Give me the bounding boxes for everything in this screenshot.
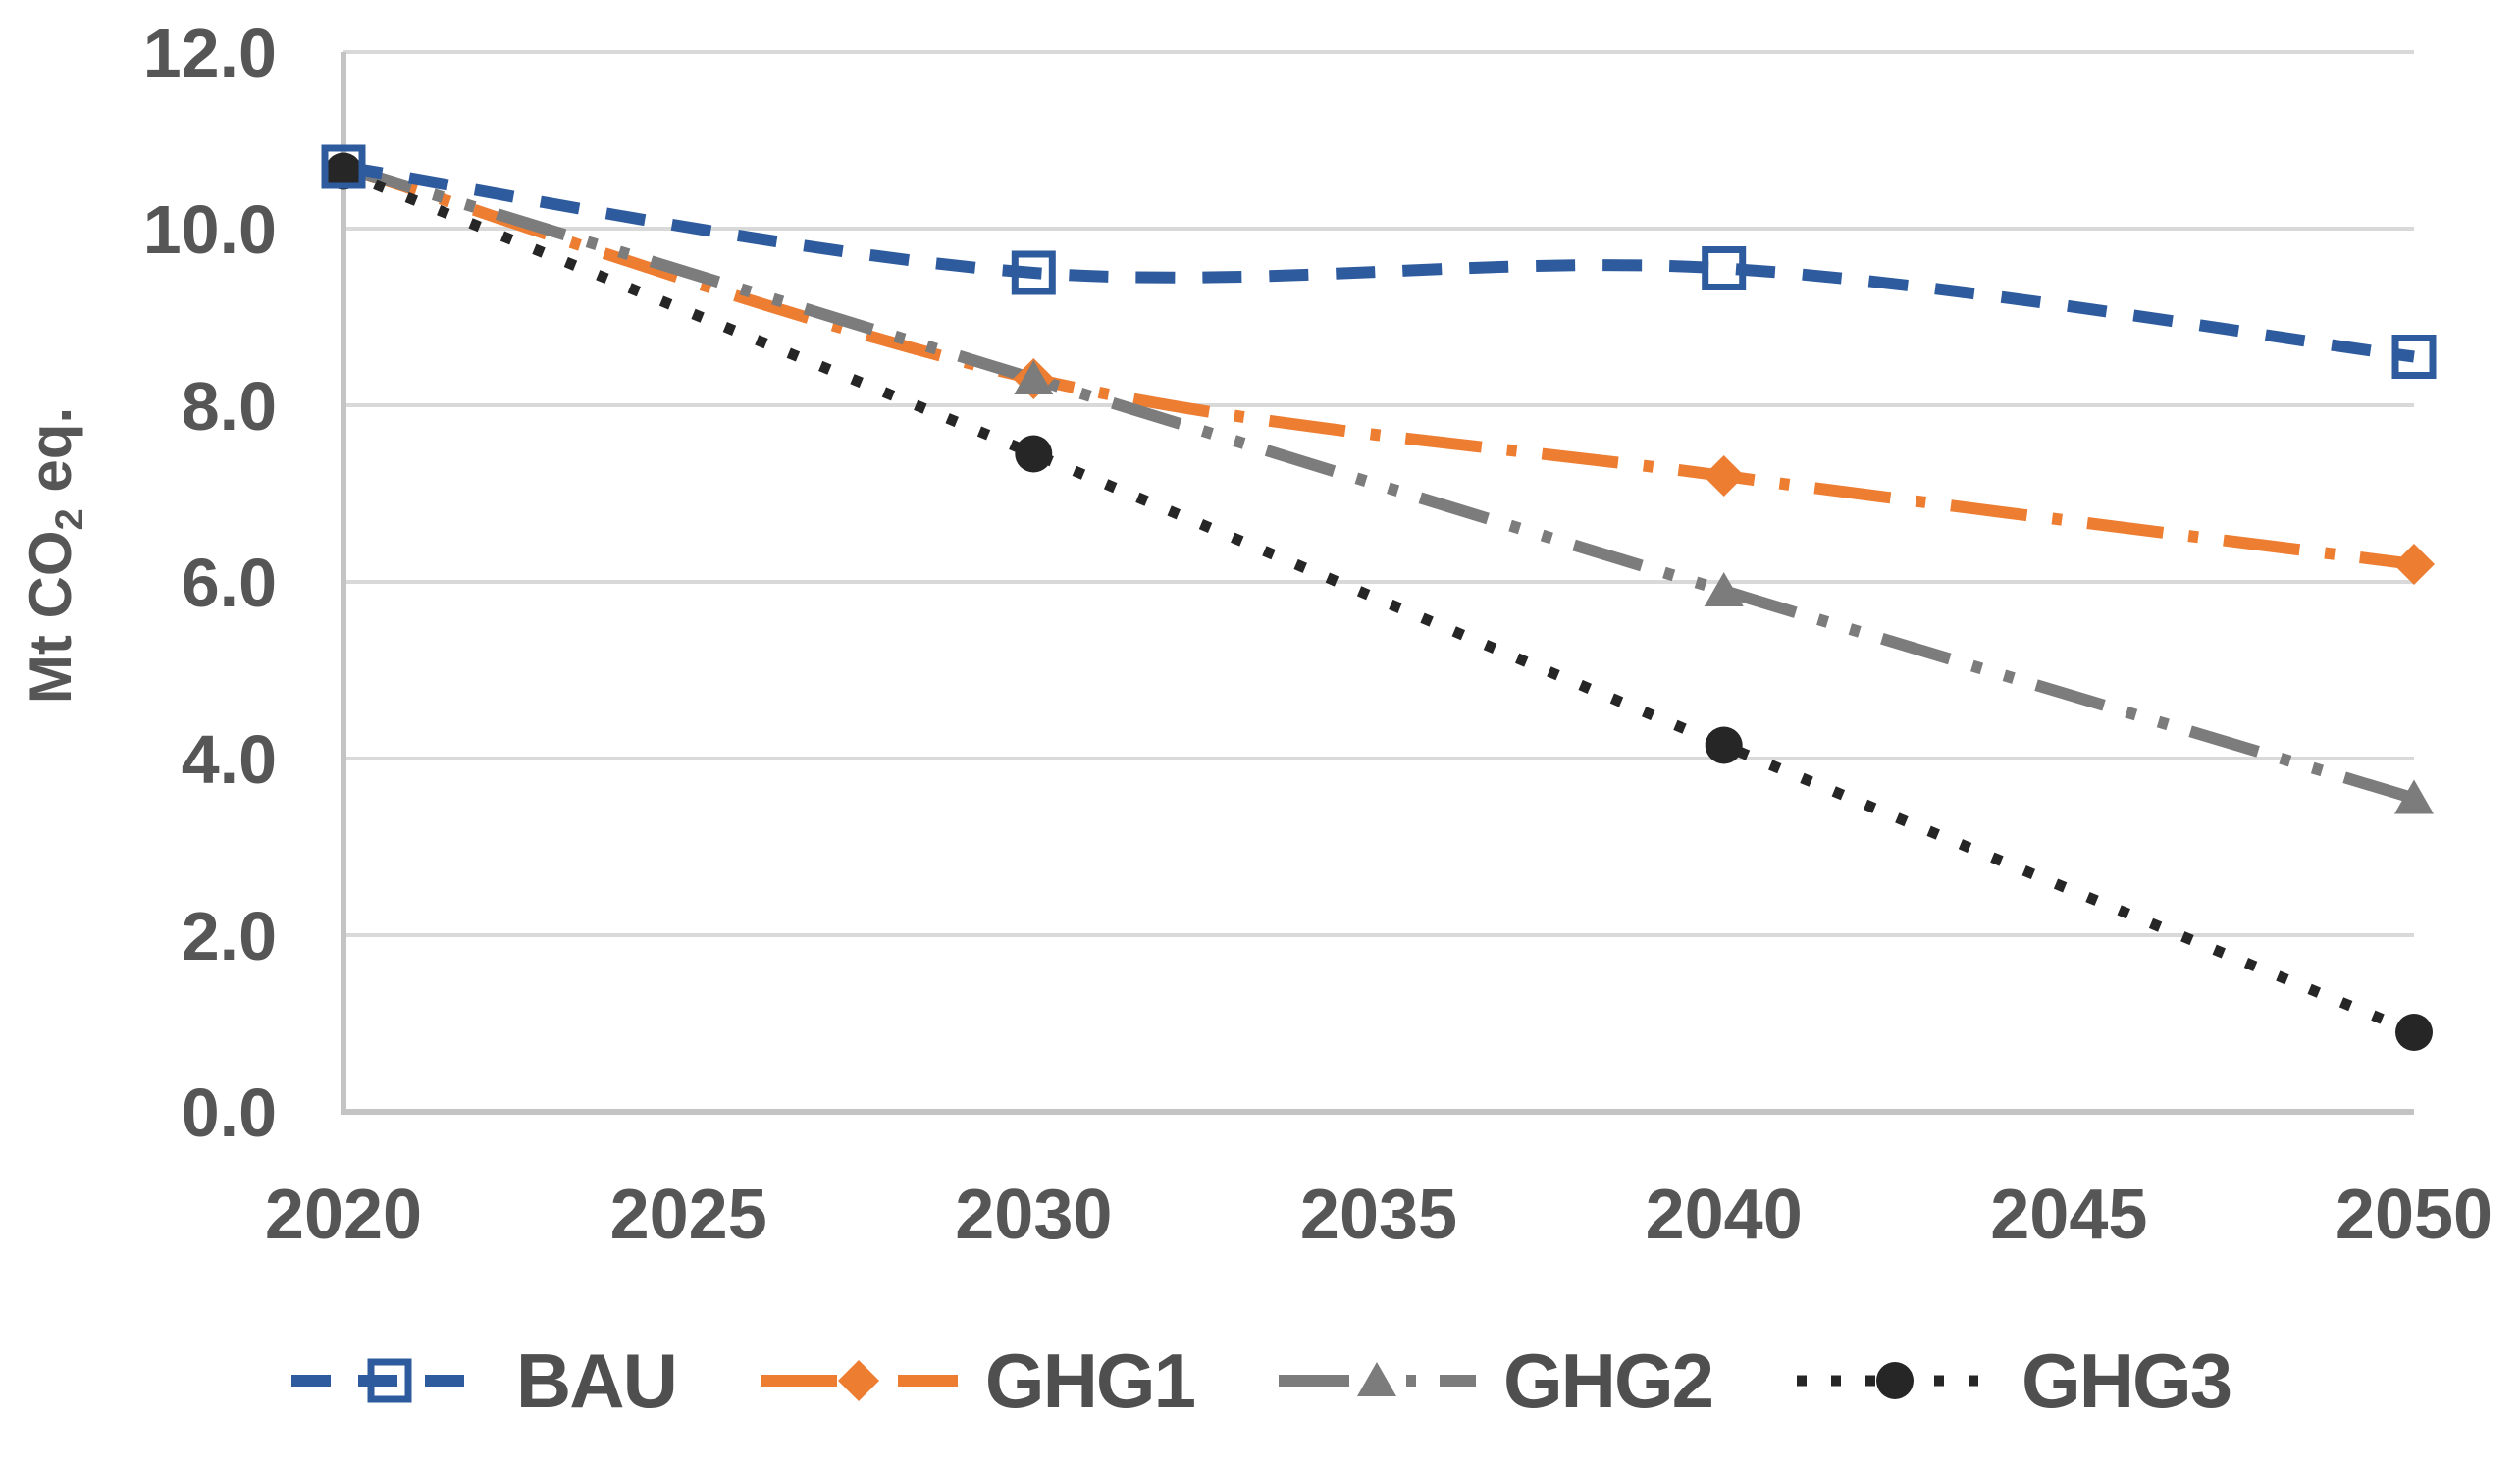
y-tick-label: 0.0 — [182, 1074, 277, 1151]
legend-item-ghg3: GHG3 — [1795, 1337, 2232, 1424]
x-tick-label: 2035 — [1300, 1176, 1457, 1254]
marker-bau-2040 — [1702, 246, 1747, 290]
legend-marker-circle — [1876, 1362, 1915, 1399]
marker-ghg2-2030 — [1014, 360, 1054, 394]
x-tick-label: 2025 — [610, 1176, 767, 1254]
legend-swatch-ghg1 — [760, 1360, 958, 1401]
y-axis-title: Mt CO2 eq. — [18, 407, 91, 704]
marker-ghg3-2030 — [1015, 435, 1053, 473]
y-tick-labels: 0.0 2.0 4.0 6.0 8.0 10.0 12.0 — [143, 15, 277, 1151]
gridlines — [343, 50, 2414, 937]
legend-marker-diamond — [837, 1360, 879, 1401]
y-tick-label: 2.0 — [182, 898, 277, 974]
marker-ghg3-2050 — [2395, 1014, 2433, 1051]
y-tick-label: 8.0 — [182, 368, 277, 445]
x-tick-label: 2030 — [955, 1176, 1112, 1254]
series-line-ghg1 — [341, 161, 2415, 570]
marker-ghg3-2040 — [1705, 726, 1743, 764]
x-tick-label: 2050 — [2336, 1176, 2493, 1254]
legend-item-bau: BAU — [289, 1337, 678, 1424]
legend-label-ghg3: GHG3 — [2021, 1337, 2232, 1424]
marker-bau-2030 — [1011, 250, 1056, 295]
marker-ghg3-2020 — [325, 152, 362, 190]
marker-ghg1-2050 — [2393, 544, 2435, 585]
x-tick-label: 2020 — [265, 1176, 422, 1254]
legend-label-ghg2: GHG2 — [1502, 1337, 1714, 1424]
line-chart-plot-area: 0.0 2.0 4.0 6.0 8.0 10.0 12.0 2020 2025 2030 2035 2… — [18, 15, 2493, 1254]
legend-item-ghg2: GHG2 — [1277, 1337, 1714, 1424]
marker-ghg2-2040 — [1704, 572, 1744, 606]
marker-bau-2050 — [2391, 335, 2437, 379]
legend-swatch-ghg2 — [1278, 1362, 1476, 1396]
marker-ghg2-2050 — [2394, 779, 2434, 814]
legend-item-ghg1: GHG1 — [759, 1337, 1196, 1424]
marker-ghg1-2040 — [1703, 455, 1745, 497]
marker-bau-2020 — [321, 144, 366, 189]
x-tick-labels: 2020 2025 2030 2035 2040 2045 2050 — [265, 1176, 2493, 1254]
series-line-ghg3 — [341, 166, 2417, 1038]
legend-marker-triangle — [1356, 1362, 1396, 1396]
series-lines — [341, 161, 2417, 1038]
legend-marker-square-open — [367, 1358, 412, 1403]
legend-swatch-bau — [290, 1358, 489, 1403]
y-tick-label: 12.0 — [143, 15, 277, 91]
y-tick-label: 10.0 — [143, 191, 277, 268]
y-tick-label: 4.0 — [182, 721, 277, 798]
series-line-ghg2 — [341, 161, 2416, 805]
x-tick-label: 2040 — [1646, 1176, 1803, 1254]
legend-swatch-ghg3 — [1797, 1362, 1995, 1399]
series-markers — [321, 144, 2437, 1051]
legend-label-bau: BAU — [515, 1337, 678, 1424]
chart-legend: BAU GHG1 GHG2 GHG3 — [0, 1342, 2520, 1419]
x-tick-label: 2045 — [1990, 1176, 2147, 1254]
legend-label-ghg1: GHG1 — [984, 1337, 1196, 1424]
y-tick-label: 6.0 — [182, 545, 277, 621]
